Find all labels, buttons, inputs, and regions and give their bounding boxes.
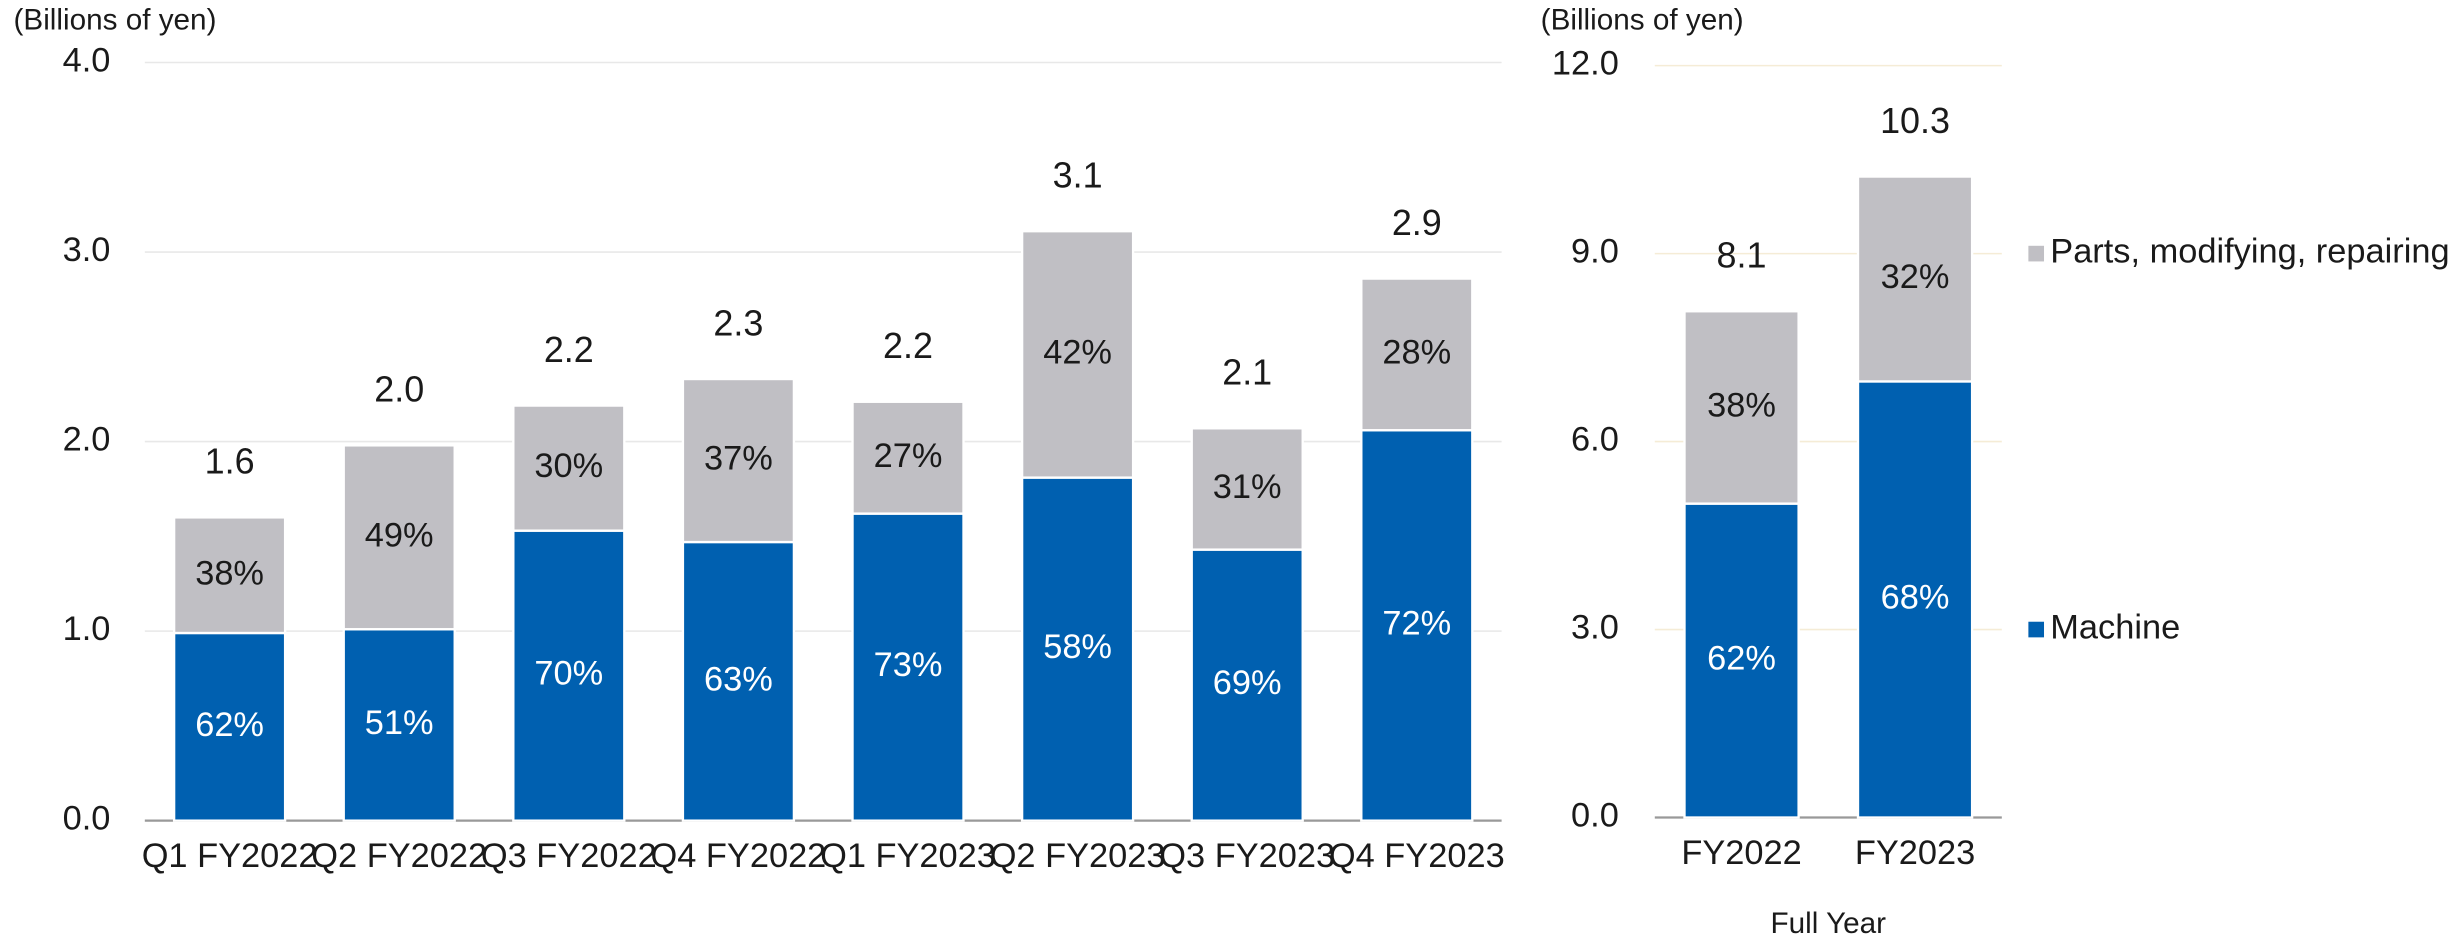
- x-tick-label: Q1 FY2023: [820, 837, 996, 875]
- legend-swatch: [2028, 621, 2045, 638]
- total-label: 8.1: [1717, 235, 1767, 276]
- total-label: 2.0: [374, 369, 424, 410]
- share-label: 32%: [1881, 258, 1950, 296]
- x-tick-label: Q3 FY2023: [1159, 837, 1335, 875]
- bar-segment: [681, 540, 796, 822]
- bar-segment: [512, 404, 626, 532]
- share-label: 68%: [1881, 579, 1950, 617]
- bar-segment: [1683, 310, 1800, 505]
- share-label: 62%: [1707, 640, 1776, 678]
- x-tick-label: FY2023: [1855, 834, 1975, 872]
- y-tick-label: 3.0: [1571, 609, 1619, 647]
- x-tick-label: Q2 FY2022: [311, 837, 487, 875]
- share-label: 30%: [534, 447, 603, 485]
- total-label: 2.2: [544, 329, 594, 370]
- total-label: 3.1: [1053, 155, 1103, 196]
- y-tick-label: 2.0: [63, 421, 111, 459]
- bar-segment: [1683, 502, 1800, 819]
- total-label: 2.3: [713, 302, 763, 343]
- bar-segment: [1190, 548, 1304, 822]
- bar-segment: [1856, 175, 1974, 383]
- share-label: 31%: [1213, 468, 1282, 506]
- bar-segment: [172, 516, 287, 635]
- share-label: 70%: [534, 655, 603, 693]
- y-tick-label: 0.0: [63, 800, 111, 838]
- y-tick-label: 4.0: [63, 42, 111, 80]
- y-tick-label: 12.0: [1552, 45, 1619, 83]
- total-label: 2.9: [1392, 202, 1442, 243]
- x-tick-label: Q2 FY2023: [990, 837, 1166, 875]
- x-tick-label: Q4 FY2022: [651, 837, 827, 875]
- y-axis-label: (Billions of yen): [1541, 4, 1744, 37]
- y-tick-label: 3.0: [63, 231, 111, 269]
- legend-label: Parts, modifying, repairing: [2050, 233, 2449, 271]
- bar-segment: [681, 377, 796, 544]
- bar-segment: [851, 400, 965, 515]
- legend-swatch: [2028, 245, 2045, 262]
- x-tick-label: Q4 FY2023: [1329, 837, 1505, 875]
- bar-segment: [1360, 429, 1474, 822]
- y-tick-label: 0.0: [1571, 797, 1619, 835]
- share-label: 38%: [1707, 387, 1776, 425]
- y-axis-label: (Billions of yen): [14, 4, 217, 37]
- x-tick-label: Q1 FY2022: [142, 837, 318, 875]
- share-label: 42%: [1043, 333, 1112, 371]
- share-label: 49%: [365, 516, 434, 554]
- total-label: 2.1: [1222, 352, 1272, 393]
- bar-segment: [342, 444, 456, 631]
- bar-segment: [1190, 427, 1304, 551]
- share-label: 63%: [704, 660, 773, 698]
- y-tick-label: 1.0: [63, 610, 111, 648]
- x-tick-label: FY2022: [1681, 834, 1801, 872]
- share-label: 62%: [195, 706, 264, 744]
- bar-segment: [1020, 476, 1135, 822]
- legend-label: Machine: [2050, 609, 2180, 647]
- share-label: 51%: [365, 704, 434, 742]
- share-label: 72%: [1382, 605, 1451, 643]
- share-label: 69%: [1213, 664, 1282, 702]
- bar-segment: [851, 512, 965, 822]
- x-tick-label: Q3 FY2022: [481, 837, 657, 875]
- total-label: 10.3: [1880, 100, 1950, 141]
- share-label: 38%: [195, 554, 264, 592]
- share-label: 28%: [1382, 333, 1451, 371]
- share-label: 73%: [874, 646, 943, 684]
- y-tick-label: 9.0: [1571, 233, 1619, 271]
- total-label: 1.6: [205, 441, 255, 482]
- share-label: 27%: [874, 437, 943, 475]
- bar-segment: [172, 631, 287, 822]
- share-label: 58%: [1043, 628, 1112, 666]
- x-axis-label: Full Year: [1771, 907, 1887, 940]
- bar-segment: [1020, 230, 1135, 479]
- bar-segment: [1360, 277, 1474, 432]
- total-label: 2.2: [883, 325, 933, 366]
- share-label: 37%: [704, 440, 773, 478]
- y-tick-label: 6.0: [1571, 421, 1619, 459]
